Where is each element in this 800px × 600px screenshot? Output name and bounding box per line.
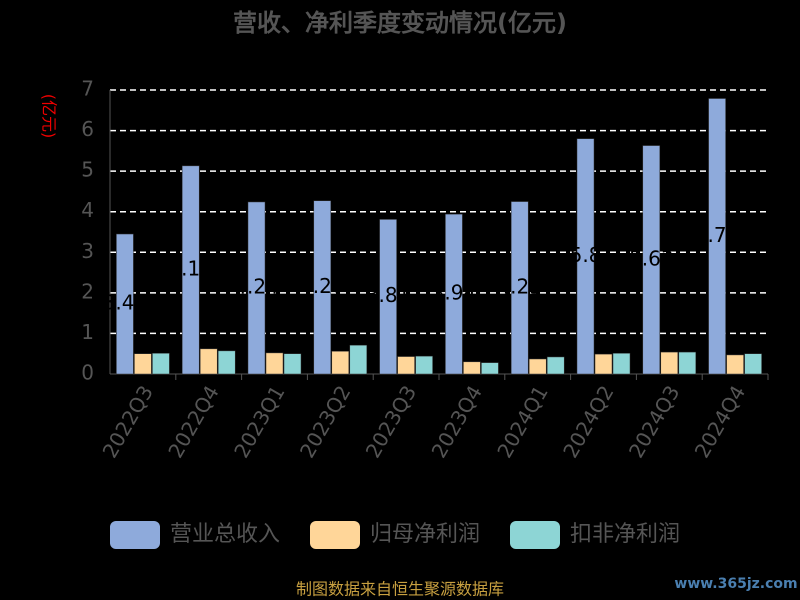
bar — [415, 355, 433, 375]
bar — [612, 353, 631, 375]
legend-swatch — [110, 521, 160, 549]
legend-swatch — [310, 521, 360, 549]
y-tick-label: 4 — [81, 198, 94, 222]
data-label: 4.24 — [234, 274, 279, 298]
source-note: 制图数据来自恒生聚源数据库 — [296, 580, 504, 599]
bar — [726, 354, 744, 375]
bar — [576, 138, 595, 375]
bar — [134, 353, 152, 375]
bar — [217, 350, 236, 375]
legend-label: 扣非净利润 — [570, 522, 680, 547]
bar — [247, 201, 266, 375]
bar — [265, 352, 284, 375]
y-tick-label: 7 — [81, 77, 94, 101]
bar — [116, 233, 134, 375]
y-tick-label: 6 — [81, 117, 94, 141]
bar — [528, 358, 547, 375]
y-tick-label: 1 — [81, 320, 94, 344]
data-label: 3.81 — [366, 283, 411, 307]
y-tick-label: 0 — [81, 361, 94, 385]
bar — [152, 353, 170, 375]
bar — [546, 356, 565, 375]
data-label: 6.79 — [695, 223, 740, 247]
bar — [379, 219, 397, 375]
legend-swatch — [510, 521, 560, 549]
y-tick-label: 5 — [81, 158, 94, 182]
bar — [349, 344, 368, 375]
watermark: www.365jz.com — [674, 576, 797, 592]
data-label: 5.13 — [168, 256, 213, 280]
y-tick-label: 2 — [81, 279, 94, 303]
chart-title: 营收、净利季度变动情况(亿元) — [233, 9, 567, 37]
bar — [678, 351, 697, 375]
legend-label: 营业总收入 — [170, 522, 280, 547]
bar — [331, 351, 350, 375]
bar — [397, 356, 415, 375]
bar — [660, 351, 679, 375]
bar — [481, 362, 499, 375]
bar — [181, 165, 200, 375]
data-label: 5.63 — [629, 246, 674, 270]
bar — [708, 98, 726, 375]
bar — [594, 353, 613, 375]
bar — [199, 348, 218, 375]
bar — [283, 353, 302, 375]
bar — [510, 201, 529, 375]
data-label: 4.27 — [300, 274, 345, 298]
data-label: 3.45 — [103, 291, 148, 315]
y-axis-label: (亿元) — [40, 94, 59, 139]
legend-label: 归母净利润 — [370, 522, 480, 547]
bar — [445, 213, 463, 375]
bar — [463, 361, 481, 375]
data-label: 3.94 — [432, 281, 477, 305]
bar — [642, 145, 661, 375]
bar — [313, 200, 332, 375]
bar — [744, 353, 762, 375]
data-label: 4.25 — [497, 274, 542, 298]
data-label: 5.8 — [570, 243, 602, 267]
y-tick-label: 3 — [81, 239, 94, 263]
